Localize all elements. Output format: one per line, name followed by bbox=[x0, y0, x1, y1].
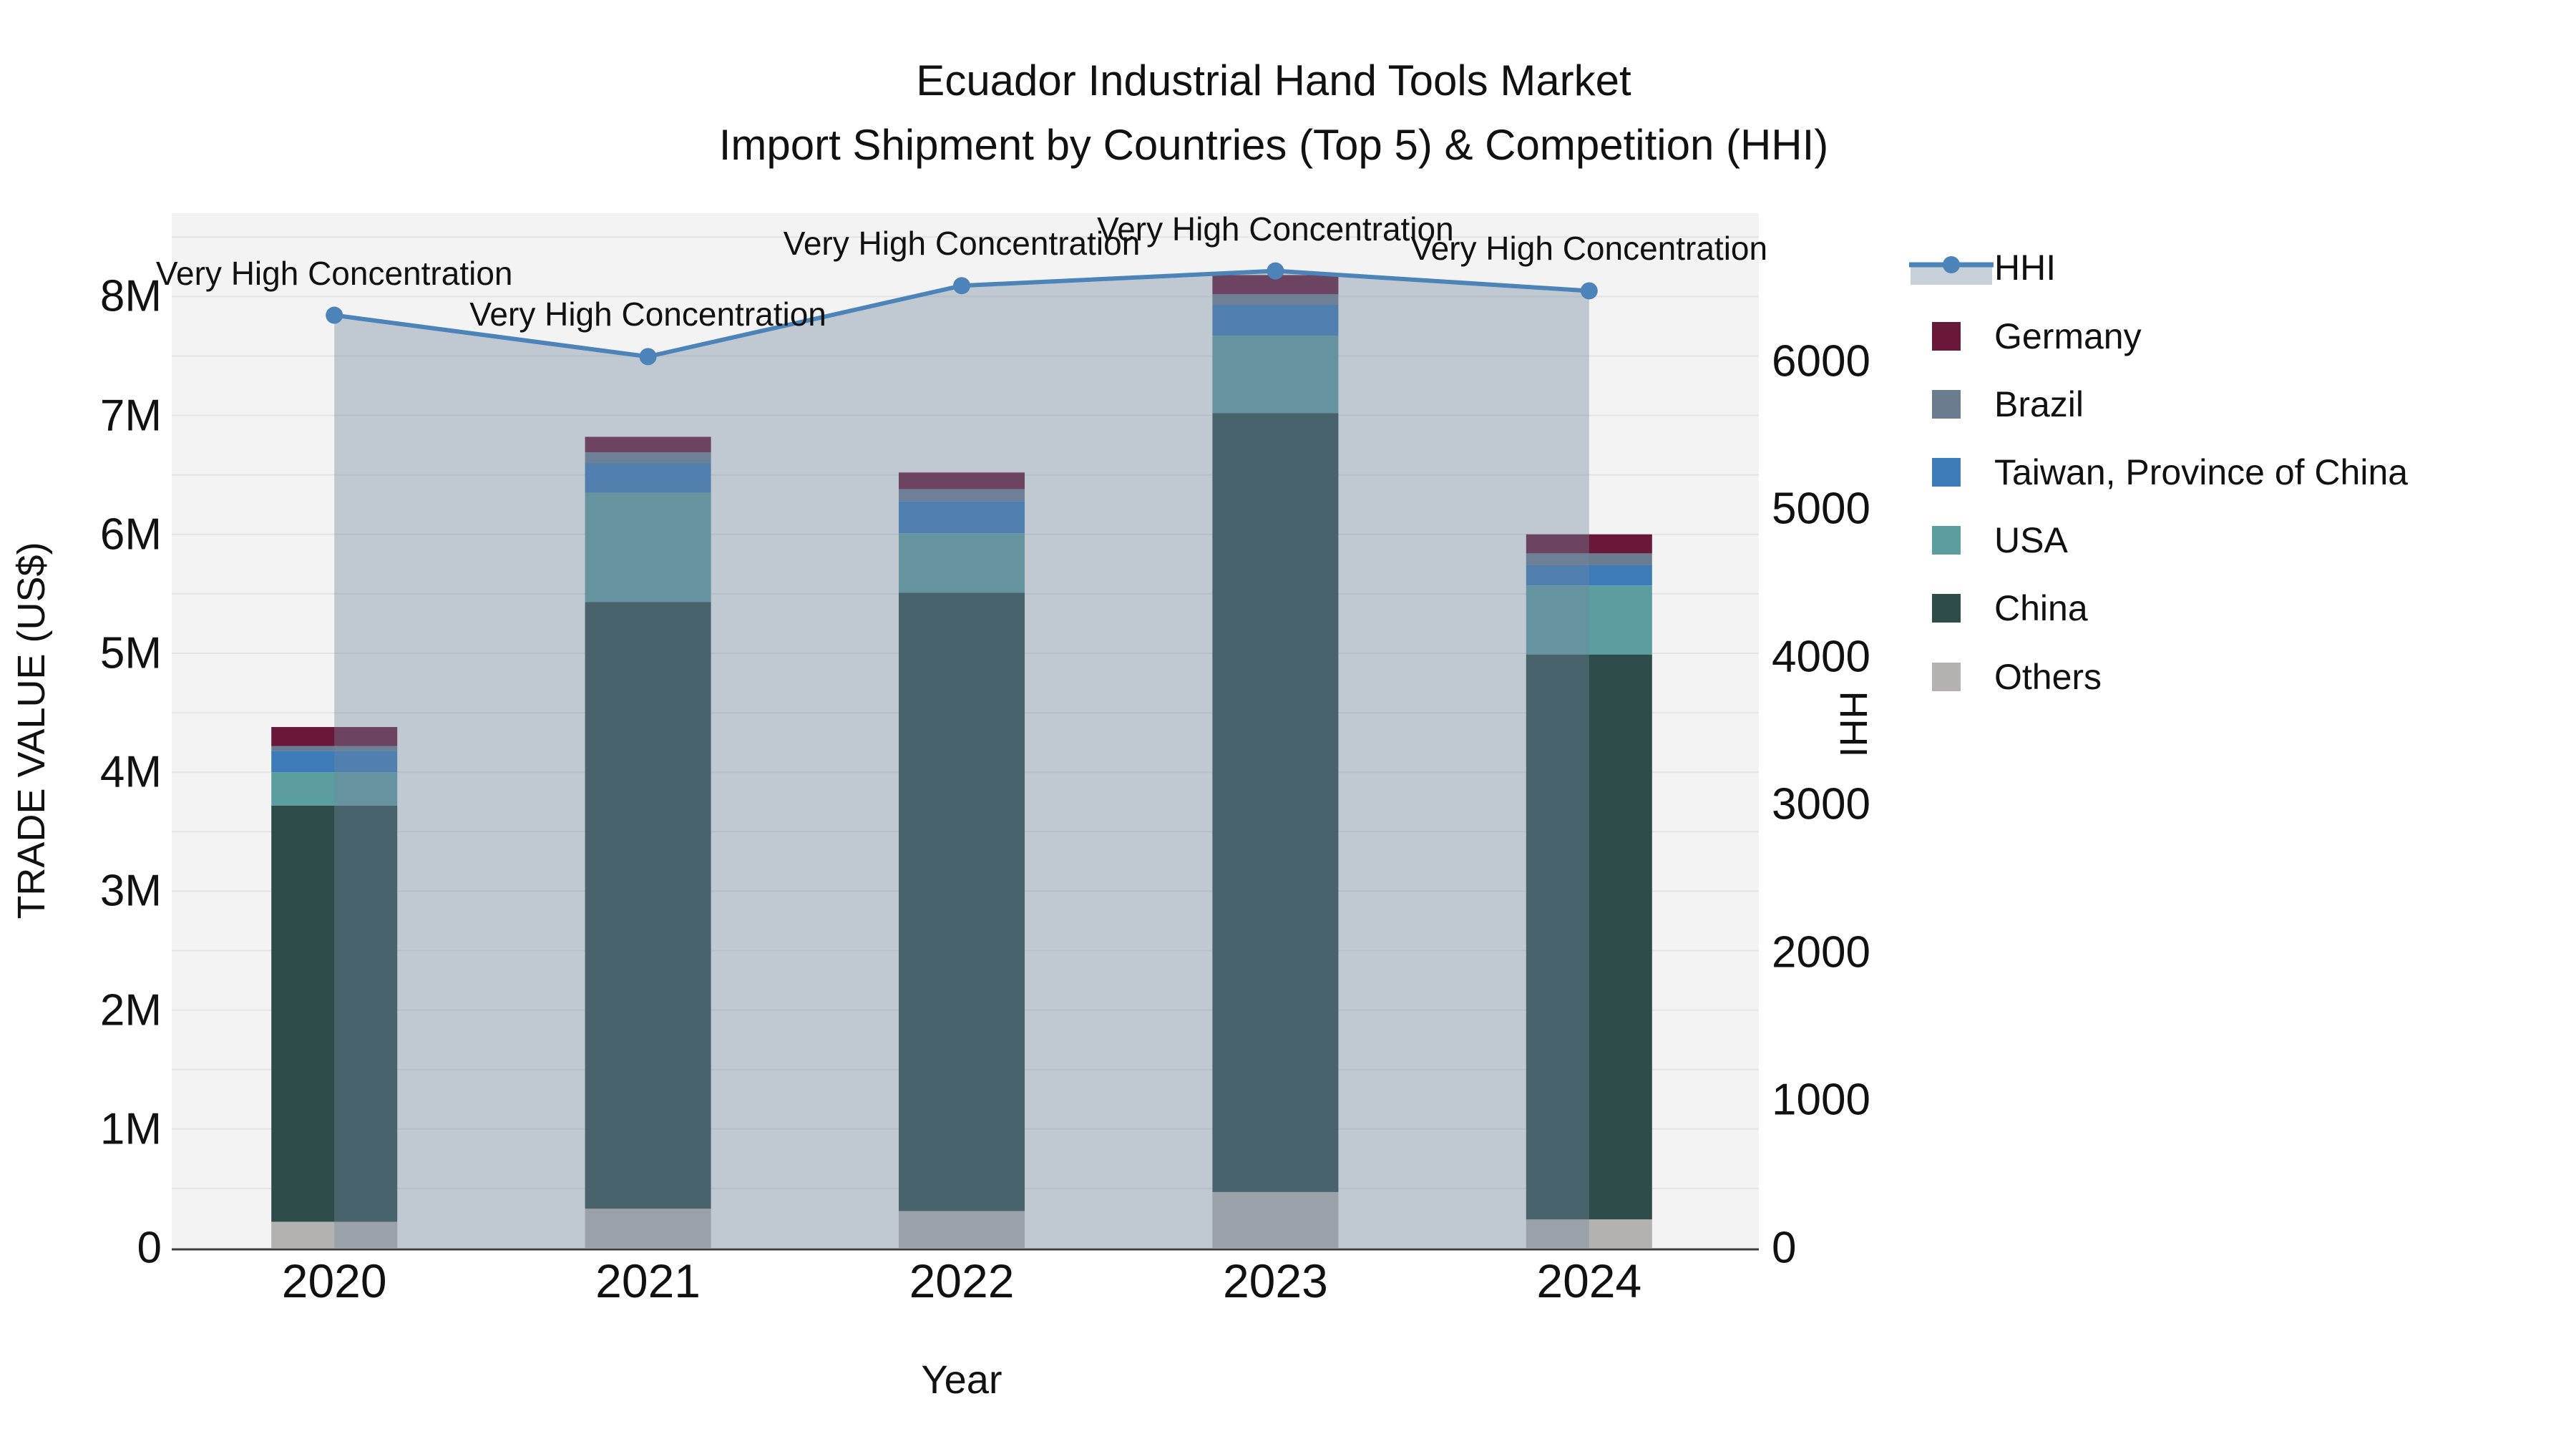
hhi-marker-2024 bbox=[1580, 282, 1598, 300]
bar-segment-china-2023 bbox=[1212, 413, 1339, 1192]
annotation-very-high-concentration-2020: Very High Concentration bbox=[155, 254, 513, 292]
y-right-tick-4000: 4000 bbox=[1772, 632, 1870, 682]
annotation-very-high-concentration-2023: Very High Concentration bbox=[1097, 210, 1454, 248]
y-right-tick-5000: 5000 bbox=[1772, 484, 1870, 534]
legend-item-hhi[interactable]: HHI bbox=[1909, 233, 2056, 302]
y-left-tick-7M: 7M bbox=[99, 391, 162, 441]
y-left-tick-5M: 5M bbox=[99, 628, 162, 678]
bar-segment-usa-2021 bbox=[585, 492, 711, 602]
bar-segment-taiwan-province-of-china-2024 bbox=[1526, 565, 1652, 586]
chart-title-line2: Import Shipment by Countries (Top 5) & C… bbox=[718, 121, 1829, 169]
bar-segment-taiwan-province-of-china-2020 bbox=[271, 751, 398, 773]
legend-item-brazil[interactable]: Brazil bbox=[1909, 370, 2084, 439]
y-left-tick-1M: 1M bbox=[99, 1104, 162, 1154]
annotation-very-high-concentration-2024: Very High Concentration bbox=[1410, 230, 1768, 268]
hhi-marker-2020 bbox=[326, 306, 343, 324]
legend-symbol-germany bbox=[1909, 302, 1994, 371]
y-left-tick-4M: 4M bbox=[99, 747, 162, 797]
legend-label-taiwan: Taiwan, Province of China bbox=[1994, 452, 2409, 492]
bar-segment-usa-2020 bbox=[271, 772, 398, 806]
bar-segment-germany-2022 bbox=[899, 472, 1025, 489]
legend-symbol-usa bbox=[1909, 506, 1994, 575]
others-color-swatch-icon bbox=[1932, 663, 1961, 691]
x-tick-2024: 2024 bbox=[1536, 1254, 1642, 1307]
legend-label-usa: USA bbox=[1994, 520, 2068, 560]
hhi-marker-2021 bbox=[639, 348, 657, 366]
bar-segment-brazil-2021 bbox=[585, 452, 711, 464]
legend-symbol-taiwan bbox=[1909, 438, 1994, 507]
bar-segment-china-2024 bbox=[1526, 654, 1652, 1220]
bar-segment-brazil-2024 bbox=[1526, 553, 1652, 565]
bar-segment-china-2022 bbox=[899, 592, 1025, 1211]
bar-segment-germany-2021 bbox=[585, 436, 711, 453]
bar-segment-others-2020 bbox=[271, 1221, 398, 1248]
legend-symbol-brazil bbox=[1909, 370, 1994, 439]
bar-segment-usa-2023 bbox=[1212, 336, 1339, 414]
legend-label-brazil: Brazil bbox=[1994, 384, 2084, 424]
bar-segment-others-2023 bbox=[1212, 1191, 1339, 1248]
y-right-axis-title: HHI bbox=[1832, 691, 1875, 758]
hhi-area-fill bbox=[334, 270, 1589, 1248]
bar-segment-others-2022 bbox=[899, 1211, 1025, 1248]
bar-segment-china-2020 bbox=[271, 805, 398, 1222]
china-color-swatch-icon bbox=[1932, 594, 1961, 623]
annotation-very-high-concentration-2022: Very High Concentration bbox=[783, 225, 1141, 263]
chart-title-line1: Ecuador Industrial Hand Tools Market bbox=[916, 57, 1631, 104]
bar-segment-china-2021 bbox=[585, 602, 711, 1209]
x-tick-2023: 2023 bbox=[1222, 1254, 1328, 1307]
hhi-line-legend-icon bbox=[1909, 256, 1994, 285]
x-tick-2021: 2021 bbox=[595, 1254, 701, 1307]
y-left-tick-2M: 2M bbox=[99, 985, 162, 1035]
y-left-tick-6M: 6M bbox=[99, 509, 162, 560]
bar-segment-others-2021 bbox=[585, 1209, 711, 1248]
legend-label-china: China bbox=[1994, 588, 2088, 628]
hhi-marker-2023 bbox=[1267, 262, 1284, 280]
y-left-axis-title: TRADE VALUE (US$) bbox=[10, 542, 53, 919]
legend-label-germany: Germany bbox=[1994, 316, 2142, 356]
bar-segment-germany-2024 bbox=[1526, 534, 1652, 554]
bar-segment-germany-2020 bbox=[271, 727, 398, 746]
legend-label-hhi: HHI bbox=[1994, 248, 2057, 288]
x-tick-2022: 2022 bbox=[909, 1254, 1015, 1307]
bar-segment-brazil-2022 bbox=[899, 489, 1025, 502]
usa-color-swatch-icon bbox=[1932, 526, 1961, 555]
bar-segment-usa-2024 bbox=[1526, 585, 1652, 655]
bar-segment-taiwan-province-of-china-2023 bbox=[1212, 304, 1339, 336]
y-right-tick-6000: 6000 bbox=[1772, 336, 1870, 386]
taiwan-color-swatch-icon bbox=[1932, 458, 1961, 487]
bar-segment-taiwan-province-of-china-2022 bbox=[899, 501, 1025, 534]
legend-item-taiwan[interactable]: Taiwan, Province of China bbox=[1909, 438, 2408, 507]
bar-segment-others-2024 bbox=[1526, 1219, 1652, 1248]
legend-label-others: Others bbox=[1994, 657, 2102, 697]
legend-item-china[interactable]: China bbox=[1909, 574, 2088, 643]
legend-symbol-hhi bbox=[1909, 233, 1994, 302]
x-tick-2020: 2020 bbox=[281, 1254, 387, 1307]
bar-segment-usa-2022 bbox=[899, 533, 1025, 593]
legend-item-others[interactable]: Others bbox=[1909, 643, 2102, 711]
legend-symbol-others bbox=[1909, 643, 1994, 711]
germany-color-swatch-icon bbox=[1932, 322, 1961, 351]
y-left-tick-3M: 3M bbox=[99, 866, 162, 916]
bar-segment-taiwan-province-of-china-2021 bbox=[585, 463, 711, 493]
annotation-very-high-concentration-2021: Very High Concentration bbox=[469, 296, 826, 333]
y-right-tick-3000: 3000 bbox=[1772, 779, 1870, 829]
y-left-tick-0: 0 bbox=[137, 1223, 162, 1273]
bar-segment-brazil-2020 bbox=[271, 746, 398, 751]
brazil-color-swatch-icon bbox=[1932, 390, 1961, 419]
x-axis-title: Year bbox=[921, 1357, 1002, 1402]
hhi-marker-2022 bbox=[953, 277, 970, 295]
bar-segment-brazil-2023 bbox=[1212, 294, 1339, 305]
y-right-tick-2000: 2000 bbox=[1772, 927, 1870, 977]
legend-item-germany[interactable]: Germany bbox=[1909, 302, 2142, 371]
legend-item-usa[interactable]: USA bbox=[1909, 506, 2068, 575]
y-right-tick-1000: 1000 bbox=[1772, 1075, 1870, 1125]
y-right-tick-0: 0 bbox=[1772, 1223, 1797, 1273]
legend-symbol-china bbox=[1909, 574, 1994, 643]
y-left-tick-8M: 8M bbox=[99, 271, 162, 321]
